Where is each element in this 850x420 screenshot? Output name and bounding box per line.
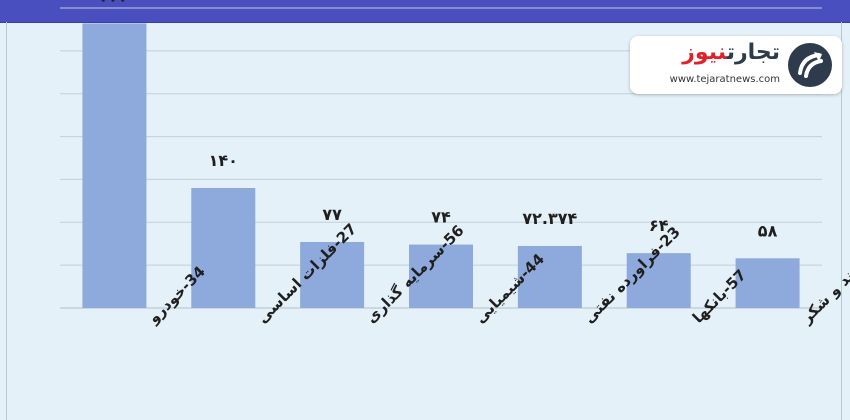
bar	[517, 245, 582, 308]
data-label: ۵۸	[758, 221, 778, 240]
header-band	[0, 0, 850, 23]
data-label: ۶۴	[649, 216, 669, 235]
bar	[409, 244, 473, 308]
data-label: ۱۴۰	[209, 151, 238, 170]
logo-url: www.tejaratnews.com	[669, 74, 780, 85]
bar	[300, 242, 365, 308]
chart-frame	[6, 22, 842, 420]
bar	[82, 23, 147, 309]
bar	[735, 258, 800, 308]
logo-name-part1: تجارت	[726, 40, 780, 65]
bar	[626, 253, 691, 308]
logo-arrow-icon	[788, 43, 832, 87]
data-label: ۷۲.۳۷۴	[522, 209, 577, 228]
logo-name: تجارتنیوز	[682, 40, 780, 65]
data-label: ۳۳۲	[100, 0, 130, 5]
logo-name-part2: نیوز	[682, 40, 727, 65]
data-label: ۷۴	[431, 208, 451, 227]
tejaratnews-logo: تجارتنیوز www.tejaratnews.com	[630, 36, 842, 94]
data-label: ۷۷	[322, 205, 342, 224]
bars	[82, 23, 800, 309]
bar	[191, 188, 256, 308]
value-labels: ۳۳۲ ۱۴۰ ۷۷ ۷۴ ۷۲.۳۷۴ ۶۴ ۵۸	[100, 0, 778, 240]
category-label: 38-قند و شکر	[797, 240, 850, 327]
